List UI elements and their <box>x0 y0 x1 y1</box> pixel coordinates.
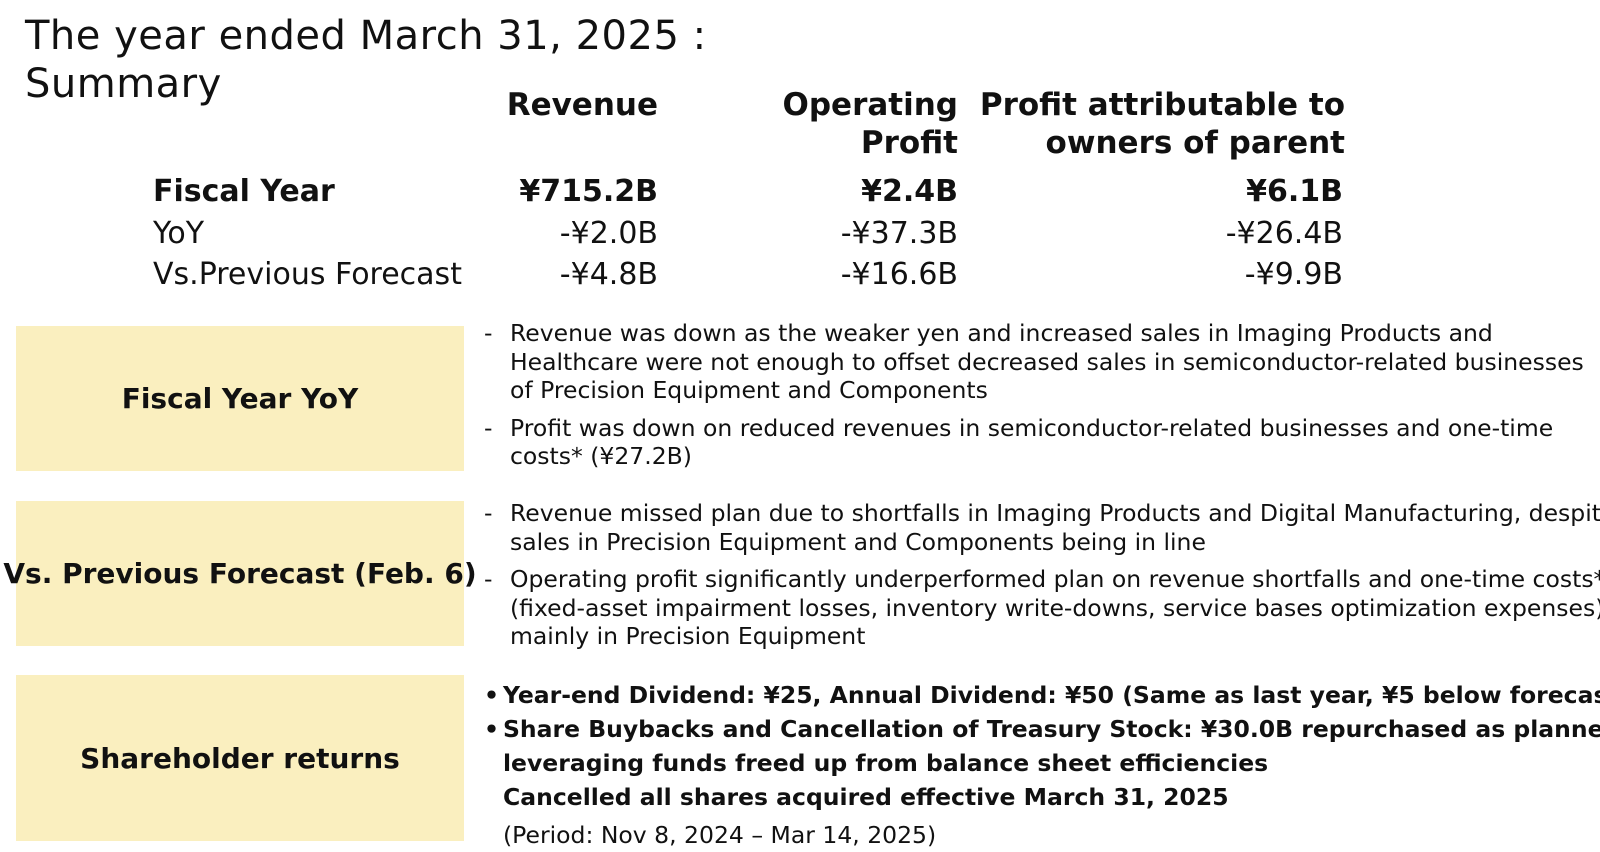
bullet-line: Share Buybacks and Cancellation of Treas… <box>503 715 1600 743</box>
column-header-profit-attributable: Profit attributable to owners of parent <box>960 86 1345 162</box>
note-line: Profit was down on reduced revenues in s… <box>510 413 1554 442</box>
section-label-text: Vs. Previous Forecast (Feb. 6) <box>3 557 477 590</box>
dash-marker: - <box>484 319 493 347</box>
revenue-value: ¥715.2B <box>519 174 658 209</box>
list-item: • Share Buybacks and Cancellation of Tre… <box>484 712 1600 780</box>
dash-marker: - <box>484 413 493 442</box>
cancellation-note: Cancelled all shares acquired effective … <box>503 783 1229 811</box>
bullet-line: Year-end Dividend: ¥25, Annual Dividend:… <box>503 681 1600 709</box>
note-line: of Precision Equipment and Components <box>510 376 988 404</box>
column-header-revenue: Revenue <box>440 86 658 124</box>
row-label: Fiscal Year <box>153 174 335 209</box>
dash-marker: - <box>484 565 493 593</box>
operating-profit-value: -¥16.6B <box>840 257 958 292</box>
profit-attributable-value: -¥26.4B <box>1225 216 1343 251</box>
vs-previous-forecast-notes: - Revenue missed plan due to shortfalls … <box>484 499 1600 651</box>
column-header-profit-line-2: owners of parent <box>1045 125 1345 161</box>
table-row-yoy: YoY -¥2.0B -¥37.3B -¥26.4B <box>0 213 1600 255</box>
revenue-value: -¥2.0B <box>559 216 658 251</box>
row-label: YoY <box>153 216 205 251</box>
profit-attributable-value: -¥9.9B <box>1244 257 1343 292</box>
list-item: - Profit was down on reduced revenues in… <box>484 414 1596 471</box>
table-row-vs-previous-forecast: Vs.Previous Forecast -¥4.8B -¥16.6B -¥9.… <box>0 254 1600 296</box>
section-label-shareholder-returns: Shareholder returns <box>16 675 464 841</box>
section-label-fiscal-year-yoy: Fiscal Year YoY <box>16 326 464 471</box>
operating-profit-value: -¥37.3B <box>840 216 958 251</box>
profit-attributable-value: ¥6.1B <box>1246 174 1343 209</box>
note-line: sales in Precision Equipment and Compone… <box>510 527 1206 556</box>
note-line: Healthcare were not enough to offset dec… <box>510 347 1584 376</box>
column-header-operating-profit: Operating Profit <box>700 86 958 162</box>
bullet-line: leveraging funds freed up from balance s… <box>503 749 1269 777</box>
table-row-fiscal-year: Fiscal Year ¥715.2B ¥2.4B ¥6.1B <box>0 171 1600 213</box>
revenue-value: -¥4.8B <box>559 257 658 292</box>
column-header-revenue-text: Revenue <box>506 87 658 123</box>
note-line: (fixed-asset impairment losses, inventor… <box>510 593 1600 622</box>
fiscal-year-yoy-notes: - Revenue was down as the weaker yen and… <box>484 319 1596 471</box>
list-item: • Year-end Dividend: ¥25, Annual Dividen… <box>484 678 1600 712</box>
list-item: - Revenue was down as the weaker yen and… <box>484 319 1596 405</box>
list-item: - Revenue missed plan due to shortfalls … <box>484 499 1600 556</box>
shareholder-returns-notes: • Year-end Dividend: ¥25, Annual Dividen… <box>484 678 1600 852</box>
note-line: mainly in Precision Equipment <box>510 622 866 650</box>
column-header-operating-profit-line-1: Operating <box>782 87 958 123</box>
note-line: costs* (¥27.2B) <box>510 442 692 470</box>
period-note: (Period: Nov 8, 2024 – Mar 14, 2025) <box>503 821 937 849</box>
section-label-vs-previous-forecast: Vs. Previous Forecast (Feb. 6) <box>3 501 477 646</box>
row-label: Vs.Previous Forecast <box>153 257 462 292</box>
column-header-profit-line-1: Profit attributable to <box>979 87 1345 123</box>
list-item: - Operating profit significantly underpe… <box>484 565 1600 651</box>
bullet-marker: • <box>484 681 500 709</box>
title-line-2: Summary <box>25 61 222 107</box>
note-line: Operating profit significantly underperf… <box>510 565 1600 593</box>
page-title: The year ended March 31, 2025 : Summary <box>25 12 707 108</box>
column-header-operating-profit-line-2: Profit <box>860 125 958 161</box>
note-line: Revenue was down as the weaker yen and i… <box>510 319 1493 347</box>
title-line-1: The year ended March 31, 2025 : <box>25 13 707 59</box>
dash-marker: - <box>484 499 493 527</box>
operating-profit-value: ¥2.4B <box>861 174 958 209</box>
note-line: Revenue missed plan due to shortfalls in… <box>510 499 1600 527</box>
section-label-text: Shareholder returns <box>80 741 400 775</box>
bullet-marker: • <box>484 715 500 743</box>
section-label-text: Fiscal Year YoY <box>121 382 359 415</box>
